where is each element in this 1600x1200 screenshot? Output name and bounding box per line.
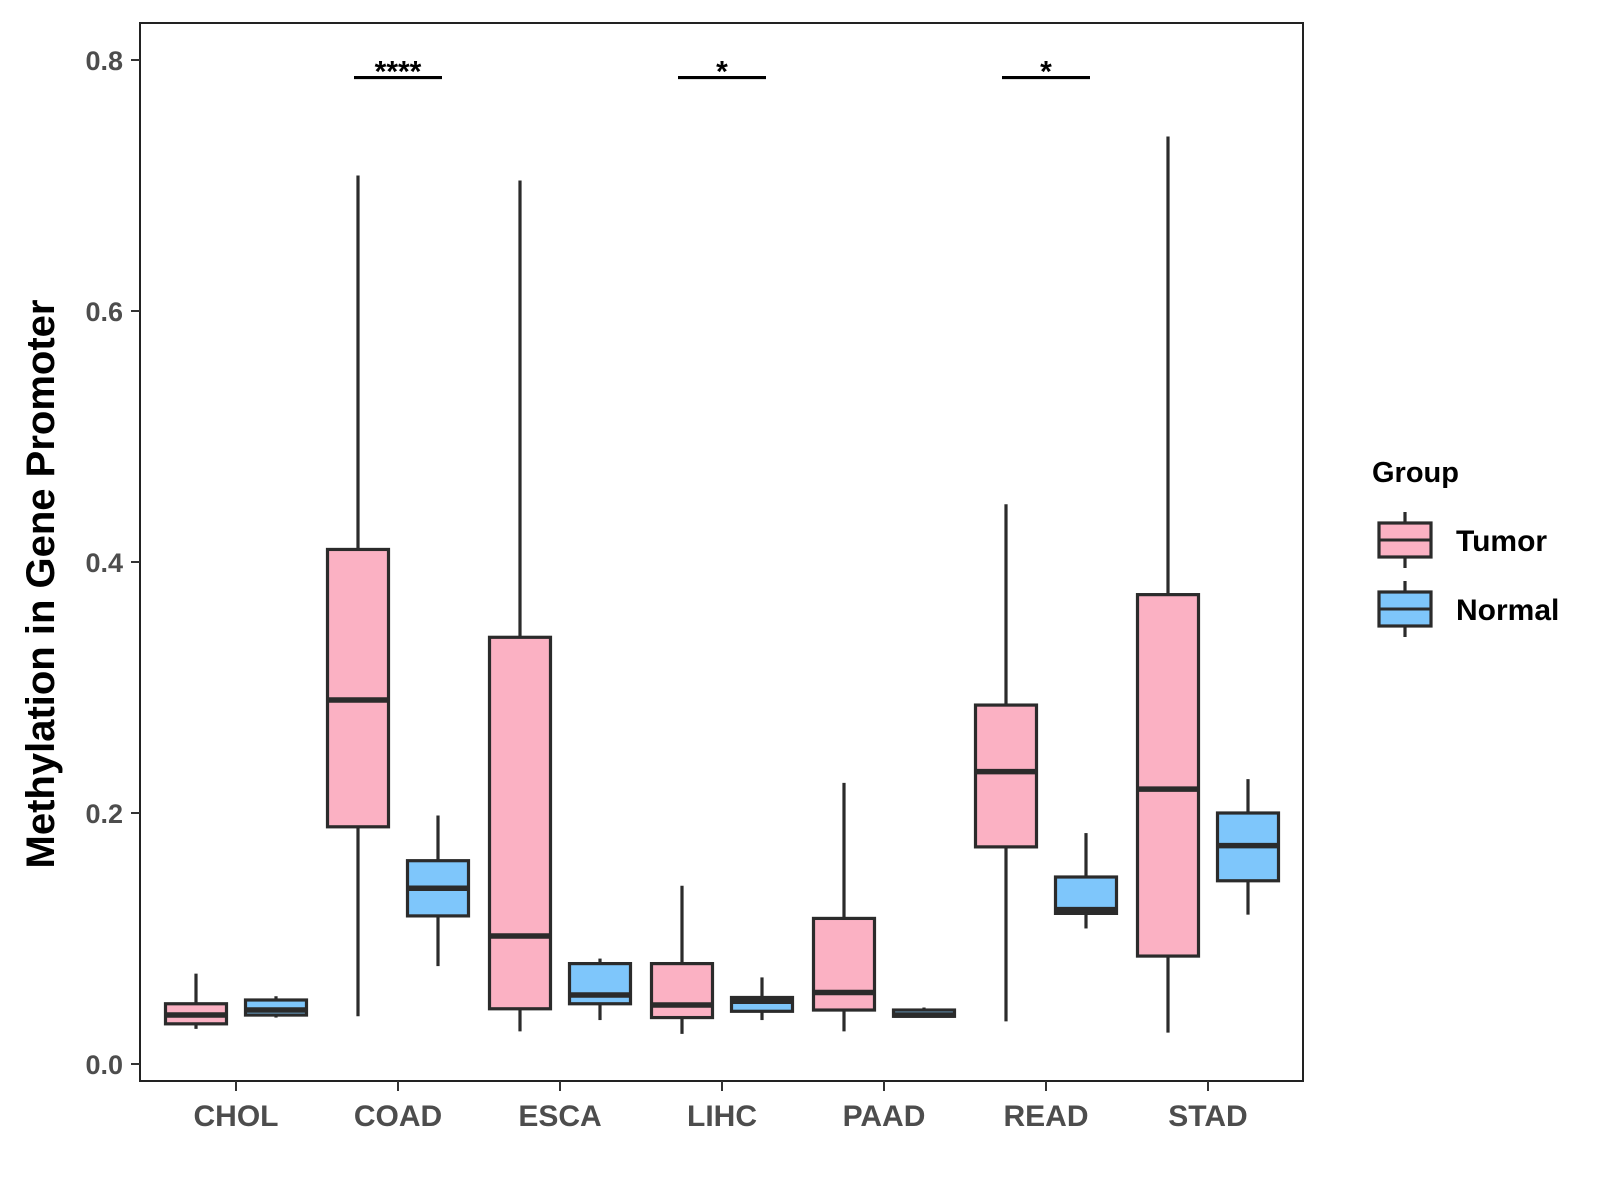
- box-body: [567, 961, 633, 1006]
- x-tick-label: LIHC: [687, 1100, 757, 1133]
- x-tick-label: COAD: [354, 1100, 442, 1133]
- box-body: [325, 547, 391, 829]
- box-body: [973, 703, 1039, 849]
- y-tick-label: 0.0: [85, 1050, 123, 1080]
- box-normal-esca: [567, 958, 633, 1021]
- axes: 0.0 0.2 0.4 0.6 0.8 Methylation in Gene Promo…: [19, 46, 1248, 1133]
- box-normal-coad: [405, 815, 471, 967]
- box-normal-stad: [1215, 779, 1281, 915]
- significance-label: ****: [375, 56, 422, 89]
- y-axis-title: Methylation in Gene Promoter: [19, 300, 63, 869]
- box-tumor-stad: [1135, 136, 1201, 1033]
- box-tumor-lihc: [649, 885, 715, 1034]
- x-tick-label: STAD: [1168, 1100, 1247, 1133]
- box-tumor-read: [973, 504, 1039, 1022]
- box-tumor-chol: [163, 973, 229, 1029]
- legend-label: Normal: [1456, 594, 1559, 627]
- box-normal-chol: [243, 996, 309, 1018]
- x-tick-label: READ: [1003, 1100, 1088, 1133]
- box-body: [811, 916, 877, 1012]
- box-normal-paad: [891, 1007, 957, 1018]
- x-tick-label: ESCA: [518, 1100, 601, 1133]
- significance-label: *: [716, 56, 728, 89]
- plot-panel: [139, 22, 1304, 1082]
- y-tick-label: 0.2: [85, 799, 123, 829]
- plot-panel-border: [139, 22, 1304, 1082]
- box-tumor-coad: [325, 175, 391, 1017]
- significance-layer: **** * *: [354, 56, 1090, 89]
- legend-key-tumor: [1377, 512, 1433, 568]
- x-tick-label: CHOL: [194, 1100, 279, 1133]
- legend-title: Group: [1372, 457, 1459, 489]
- x-tick-label: PAAD: [843, 1100, 926, 1133]
- box-layer: [163, 136, 1281, 1034]
- y-tick-label: 0.4: [85, 548, 123, 578]
- box-body: [1135, 593, 1201, 958]
- legend: Group Tumor Normal: [1372, 457, 1559, 637]
- box-normal-read: [1053, 833, 1119, 929]
- y-tick-label: 0.6: [85, 297, 123, 327]
- y-tick-label: 0.8: [85, 46, 123, 76]
- box-body: [649, 961, 715, 1020]
- box-body: [487, 635, 553, 1011]
- legend-label: Tumor: [1456, 525, 1547, 558]
- significance-label: *: [1040, 56, 1052, 89]
- box-tumor-esca: [487, 180, 553, 1032]
- box-tumor-paad: [811, 782, 877, 1032]
- legend-key-normal: [1377, 581, 1433, 637]
- box-normal-lihc: [729, 977, 795, 1021]
